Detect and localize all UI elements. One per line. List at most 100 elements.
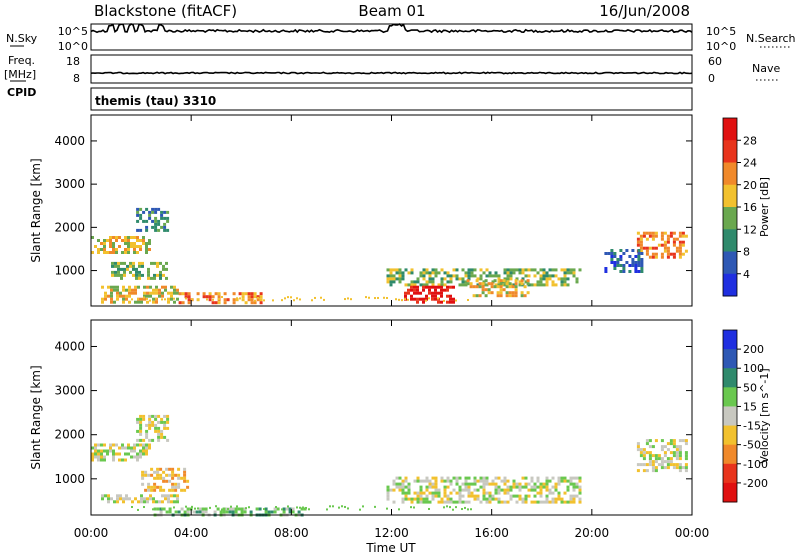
colorbar-tick-label: 24 bbox=[743, 157, 757, 170]
data-cell bbox=[287, 505, 289, 508]
data-cell bbox=[464, 485, 468, 489]
data-cell bbox=[145, 446, 148, 450]
data-cell bbox=[533, 268, 537, 272]
data-cell bbox=[389, 274, 393, 278]
data-cell bbox=[171, 470, 175, 474]
data-cell bbox=[536, 485, 540, 489]
data-cell bbox=[672, 451, 676, 455]
data-cell bbox=[466, 282, 470, 286]
data-cell bbox=[109, 251, 112, 254]
data-cell bbox=[675, 466, 679, 470]
data-cell bbox=[557, 494, 561, 498]
data-cell bbox=[140, 500, 143, 504]
data-cell bbox=[440, 497, 444, 501]
data-cell bbox=[637, 264, 641, 267]
data-cell bbox=[485, 497, 489, 501]
data-cell bbox=[425, 485, 429, 489]
data-cell bbox=[470, 268, 474, 272]
data-cell bbox=[536, 491, 540, 495]
data-cell bbox=[416, 288, 419, 292]
data-cell bbox=[678, 246, 682, 250]
data-cell bbox=[139, 417, 143, 421]
data-cell bbox=[506, 280, 510, 284]
data-cell bbox=[604, 252, 608, 255]
data-cell bbox=[299, 298, 301, 301]
data-cell bbox=[104, 297, 107, 301]
data-cell bbox=[678, 439, 682, 443]
data-cell bbox=[422, 271, 426, 275]
data-cell bbox=[253, 295, 257, 299]
data-cell bbox=[452, 488, 456, 492]
data-cell bbox=[466, 279, 470, 283]
data-cell bbox=[272, 299, 274, 302]
data-cell bbox=[145, 251, 148, 254]
data-cell bbox=[146, 285, 149, 289]
data-cell bbox=[149, 294, 152, 298]
data-cell bbox=[422, 274, 426, 278]
data-cell bbox=[526, 282, 530, 286]
data-cell bbox=[119, 294, 122, 298]
data-cell bbox=[467, 482, 471, 486]
data-cell bbox=[106, 251, 109, 254]
data-cell bbox=[145, 207, 149, 211]
data-cell bbox=[506, 268, 510, 272]
data-cell bbox=[288, 510, 292, 514]
data-cell bbox=[386, 296, 388, 299]
data-cell bbox=[113, 285, 116, 289]
data-cell bbox=[566, 283, 570, 287]
data-cell bbox=[551, 491, 555, 495]
data-cell bbox=[512, 283, 516, 287]
data-cell bbox=[157, 438, 161, 442]
data-cell bbox=[514, 291, 518, 295]
data-cell bbox=[557, 482, 561, 486]
data-cell bbox=[545, 277, 549, 281]
data-cell bbox=[171, 476, 175, 480]
data-cell bbox=[121, 458, 124, 462]
data-cell bbox=[536, 283, 540, 287]
data-cell bbox=[434, 291, 437, 295]
data-cell bbox=[166, 438, 170, 442]
scatter-region bbox=[101, 285, 179, 304]
colorbar-tick-label: 100 bbox=[743, 362, 764, 375]
data-cell bbox=[566, 479, 570, 483]
data-cell bbox=[234, 510, 238, 514]
data-cell bbox=[139, 426, 143, 430]
data-cell bbox=[434, 491, 438, 495]
data-cell bbox=[167, 497, 170, 501]
data-cell bbox=[100, 458, 103, 462]
data-cell bbox=[666, 255, 670, 259]
data-cell bbox=[153, 488, 157, 492]
data-cell bbox=[97, 248, 100, 251]
data-cell bbox=[122, 288, 125, 292]
data-cell bbox=[124, 236, 127, 239]
data-cell bbox=[428, 291, 431, 295]
data-cell bbox=[395, 298, 397, 301]
data-cell bbox=[554, 488, 558, 492]
data-cell bbox=[431, 277, 435, 281]
data-cell bbox=[542, 485, 546, 489]
data-cell bbox=[228, 507, 232, 511]
data-cell bbox=[247, 298, 251, 302]
colorbar-label: Power [dB] bbox=[758, 177, 771, 237]
data-cell bbox=[476, 494, 480, 498]
data-cell bbox=[631, 261, 635, 264]
data-cell bbox=[560, 500, 564, 504]
data-cell bbox=[545, 283, 549, 287]
data-cell bbox=[152, 300, 155, 304]
data-cell bbox=[142, 219, 146, 223]
data-cell bbox=[500, 500, 504, 504]
data-cell bbox=[395, 271, 399, 275]
data-cell bbox=[112, 458, 115, 462]
data-cell bbox=[422, 285, 425, 289]
data-cell bbox=[572, 274, 576, 278]
data-cell bbox=[232, 298, 236, 302]
data-cell bbox=[164, 497, 167, 501]
data-cell bbox=[395, 476, 399, 480]
data-cell bbox=[127, 443, 130, 447]
data-cell bbox=[681, 240, 685, 244]
data-cell bbox=[675, 237, 679, 241]
colorbar-segment bbox=[723, 349, 737, 369]
data-cell bbox=[347, 297, 349, 300]
data-cell bbox=[645, 439, 649, 443]
data-cell bbox=[127, 251, 130, 254]
